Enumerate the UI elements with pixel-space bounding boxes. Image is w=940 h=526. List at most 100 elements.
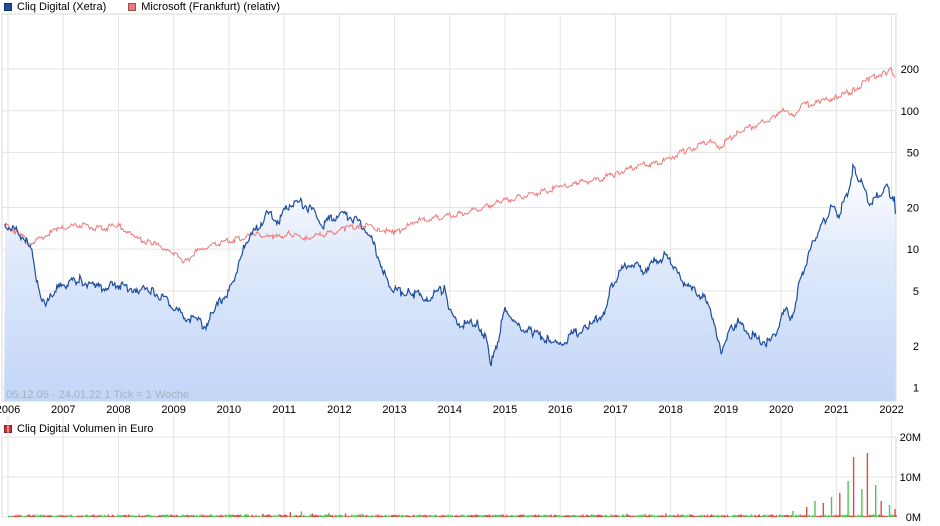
- volume-bar: [343, 516, 345, 517]
- volume-bar: [287, 516, 289, 517]
- volume-bar: [70, 514, 72, 517]
- volume-bar: [204, 515, 206, 517]
- volume-bar: [239, 515, 241, 517]
- volume-bar: [62, 515, 64, 517]
- volume-bar: [130, 515, 132, 517]
- volume-bar: [798, 515, 800, 517]
- volume-bar: [737, 514, 739, 517]
- volume-bar: [279, 514, 282, 517]
- volume-bar: [312, 515, 314, 517]
- volume-bar: [849, 515, 851, 517]
- volume-bar: [674, 515, 677, 517]
- volume-bar: [271, 515, 273, 517]
- volume-bar: [128, 514, 130, 517]
- volume-bar: [787, 514, 789, 517]
- volume-bar: [154, 516, 156, 517]
- volume-bar: [131, 515, 133, 517]
- volume-bar: [546, 515, 548, 517]
- volume-bar: [283, 514, 285, 517]
- volume-bar: [258, 515, 260, 517]
- x-tick-label: 2020: [769, 404, 793, 416]
- volume-bar: [553, 514, 556, 517]
- volume-bar: [696, 516, 698, 517]
- volume-bar: [721, 515, 723, 517]
- volume-bar: [732, 514, 734, 517]
- volume-bar: [436, 515, 438, 517]
- volume-bar: [296, 515, 299, 517]
- volume-bar: [834, 515, 836, 517]
- volume-bar: [200, 514, 202, 517]
- volume-bar: [57, 515, 60, 517]
- volume-bar: [609, 514, 612, 517]
- volume-bar: [492, 514, 494, 517]
- volume-bar: [799, 514, 801, 517]
- volume-bar: [85, 514, 87, 517]
- volume-bar: [842, 515, 844, 517]
- volume-bar: [633, 515, 635, 517]
- volume-bar: [170, 514, 172, 517]
- volume-bar: [406, 515, 408, 517]
- volume-bar: [811, 514, 814, 517]
- volume-bar: [335, 514, 337, 517]
- volume-bar: [206, 515, 208, 517]
- volume-bar: [491, 516, 493, 517]
- volume-bar: [386, 515, 388, 517]
- volume-bar: [78, 515, 80, 517]
- y-tick-label: 5: [913, 286, 919, 298]
- volume-bar: [653, 514, 655, 517]
- volume-bar: [56, 515, 59, 517]
- volume-bar: [562, 515, 564, 517]
- volume-bar: [484, 515, 486, 517]
- volume-bar: [817, 515, 819, 517]
- volume-bar: [550, 514, 552, 517]
- volume-bar: [52, 516, 54, 517]
- volume-bar: [807, 515, 809, 517]
- volume-bar: [719, 516, 721, 517]
- volume-bar: [373, 515, 375, 517]
- volume-bar: [664, 516, 666, 517]
- volume-bar: [862, 515, 865, 517]
- volume-bar: [666, 516, 668, 517]
- volume-bar: [262, 513, 264, 517]
- volume-bar: [267, 514, 269, 517]
- volume-bar: [814, 501, 816, 517]
- volume-bar: [808, 514, 810, 517]
- volume-bar: [636, 515, 638, 517]
- volume-bar: [851, 515, 853, 517]
- volume-bar: [734, 514, 736, 517]
- volume-bar: [225, 514, 227, 517]
- legend-label: Microsoft (Frankfurt) (relativ): [141, 1, 280, 13]
- volume-bar: [772, 514, 774, 517]
- volume-bar: [703, 515, 706, 517]
- volume-bar: [218, 515, 220, 517]
- volume-bar: [766, 516, 768, 517]
- volume-bar: [557, 515, 559, 517]
- volume-bar: [701, 515, 703, 517]
- volume-bar: [856, 515, 858, 517]
- volume-bar: [320, 515, 322, 517]
- volume-bar: [758, 514, 760, 517]
- volume-bar: [537, 514, 540, 517]
- volume-bar: [470, 514, 472, 517]
- volume-bar: [142, 515, 145, 517]
- volume-bar: [236, 514, 238, 517]
- volume-bar: [481, 515, 483, 517]
- price-series: [3, 66, 896, 401]
- volume-bar: [241, 516, 243, 517]
- volume-bar: [410, 516, 412, 517]
- volume-bar: [444, 515, 446, 517]
- volume-bar: [350, 516, 352, 517]
- volume-bar: [274, 515, 276, 517]
- volume-bar: [796, 514, 798, 517]
- volume-bar: [244, 514, 246, 517]
- volume-bar: [97, 515, 99, 517]
- volume-bar: [702, 515, 704, 517]
- volume-bar: [579, 516, 581, 517]
- volume-bar: [667, 515, 669, 517]
- volume-bar: [690, 514, 693, 517]
- volume-bar: [773, 516, 775, 517]
- volume-bar: [68, 515, 70, 517]
- volume-bar: [40, 514, 43, 517]
- volume-bar: [139, 516, 141, 517]
- volume-bar: [91, 515, 94, 517]
